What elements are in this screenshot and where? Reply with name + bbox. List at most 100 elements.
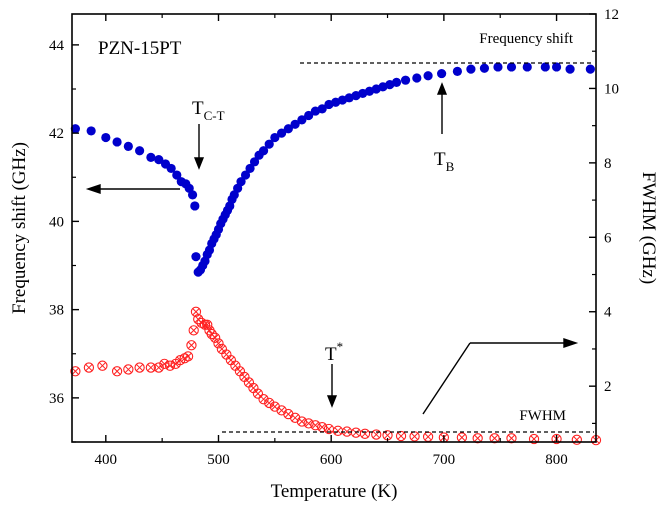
frequency-shift-point [479,63,490,73]
tct-arrow-head [193,157,205,170]
fwhm-pointer-line [422,342,471,415]
left-axis-arrow-head [85,184,101,194]
frequency-shift-point [270,132,280,143]
right-y-axis: 2 4 6 8 10 12 [589,7,619,424]
x-axis-label: Temperature (K) [271,481,398,502]
frequency-shift-point [506,62,517,72]
frequency-shift-point [190,201,200,211]
frequency-shift-point [236,177,246,187]
left-y-tick-label: 42 [49,126,64,142]
fwhm-point [472,433,483,444]
frequency-shift-point [283,124,293,134]
frequency-shift-series [70,62,595,277]
fwhm-point [134,362,145,373]
fwhm-point [258,394,269,405]
right-y-tick-label: 6 [604,230,612,246]
frequency-shift-point [154,155,164,165]
frequency-shift-point [391,77,402,87]
frequency-shift-point [551,62,562,72]
fwhm-point [202,319,213,330]
frequency-shift-point [466,64,476,74]
fwhm-point [186,340,197,351]
fwhm-point [213,338,224,349]
tct-annotation: TC-T [192,98,225,123]
fwhm-point [528,433,540,445]
left-y-tick-label: 40 [49,214,64,230]
fwhm-point [70,366,81,377]
frequency-shift-point [245,163,255,174]
fwhm-point [234,366,246,377]
right-axis-arrow-head [563,338,579,348]
frequency-shift-point [317,104,327,114]
svg-text:TC-T: TC-T [192,98,225,123]
frequency-shift-point [172,170,182,180]
fwhm-point [145,362,157,373]
frequency-shift-point [423,71,433,81]
frequency-shift-point [264,139,274,149]
right-y-tick-label: 8 [604,156,612,172]
frequency-shift-point [70,124,80,134]
x-tick-label: 800 [545,452,568,468]
frequency-shift-point [277,128,287,138]
tb-main-text: T [434,149,446,170]
svg-text:T*: T* [325,339,343,365]
plot-frame [71,13,597,443]
frequency-shift-point [493,62,503,72]
tb-arrow-head [436,82,448,95]
frequency-shift-point [112,137,122,147]
fwhm-point [409,431,420,442]
frequency-shift-point [297,115,307,125]
tstar-superscript: * [337,339,344,354]
fwhm-point [359,428,371,439]
left-y-tick-label: 36 [49,391,65,407]
frequency-shift-point [249,157,260,167]
fwhm-point [303,418,314,429]
left-y-axis-label: Frequency shift (GHz) [9,142,30,314]
fwhm-point [97,360,108,371]
tct-main-text: T [192,98,204,119]
fwhm-point [571,434,582,445]
fwhm-point [123,364,134,375]
x-tick-label: 700 [433,452,456,468]
svg-text:TB: TB [434,149,455,174]
frequency-shift-legend-label: Frequency shift [479,31,574,47]
fwhm-point [159,358,170,369]
frequency-shift-point [146,152,156,163]
frequency-shift-point [540,62,550,72]
fwhm-point [83,362,95,373]
frequency-shift-point [101,132,111,143]
x-tick-label: 600 [320,452,343,468]
left-y-tick-label: 44 [49,38,65,54]
tb-subscript: B [446,159,455,174]
right-y-tick-label: 12 [604,7,619,23]
fwhm-point [248,382,259,394]
fwhm-series [70,306,602,446]
fwhm-point [332,425,344,436]
right-y-tick-label: 4 [604,305,612,321]
annotation-arrows [85,82,579,415]
fwhm-point [264,397,275,409]
tct-subscript: C-T [204,108,225,123]
right-y-axis-label: FWHM (GHz) [638,172,659,284]
fwhm-point [188,325,199,336]
fwhm-point [209,332,221,343]
frequency-shift-point [565,64,575,74]
frequency-shift-point [400,75,411,85]
frequency-shift-point [166,163,176,174]
tstar-main-text: T [325,344,337,365]
frequency-shift-point [412,73,422,83]
frequency-shift-point [585,64,595,74]
fwhm-point [182,351,194,362]
fwhm-point [310,420,321,431]
frequency-shift-point [123,141,133,151]
tb-annotation: TB [434,149,455,174]
x-tick-label: 400 [95,452,118,468]
frequency-shift-point [86,126,96,136]
x-tick-label: 500 [207,452,230,468]
frequency-shift-point [452,66,462,76]
fwhm-legend-label: FWHM [519,408,566,424]
fwhm-point [164,360,176,371]
frequency-shift-point [522,62,532,72]
fwhm-point [111,366,123,377]
frequency-shift-point [304,110,314,121]
